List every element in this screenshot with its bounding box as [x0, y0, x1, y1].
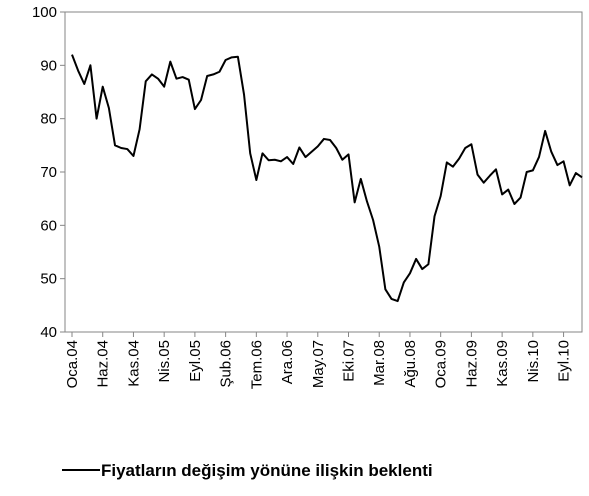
x-tick-label: Eyl.05: [187, 340, 204, 382]
x-tick-label: Ara.06: [279, 340, 296, 384]
x-tick-label: Eki.07: [341, 340, 358, 382]
x-tick-label: May.07: [310, 340, 327, 388]
x-tick-label: Oca.04: [64, 340, 81, 388]
y-tick-label: 50: [40, 271, 57, 288]
x-tick-label: Mar.08: [371, 340, 388, 386]
x-tick-label: Kas.09: [494, 340, 511, 387]
y-tick-label: 80: [40, 111, 57, 128]
x-tick-label: Kas.04: [125, 340, 142, 387]
x-tick-label: Nis.10: [525, 340, 542, 383]
x-tick-label: Haz.04: [95, 340, 112, 388]
x-tick-label: Eyl.10: [556, 340, 573, 382]
legend-label: Fiyatların değişim yönüne ilişkin beklen…: [101, 461, 433, 480]
y-tick-label: 100: [32, 4, 57, 21]
x-tick-label: Tem.06: [248, 340, 265, 389]
y-tick-label: 60: [40, 217, 57, 234]
x-tick-label: Şub.06: [218, 340, 235, 388]
data-line: [71, 54, 583, 303]
x-tick-label: Ağu.08: [402, 340, 419, 388]
y-tick-label: 40: [40, 324, 57, 341]
x-tick-label: Haz.09: [463, 340, 480, 388]
y-tick-label: 90: [40, 57, 57, 74]
x-tick-label: Oca.09: [433, 340, 450, 388]
y-tick-label: 70: [40, 164, 57, 181]
plot-frame: [64, 11, 583, 333]
x-tick-label: Nis.05: [156, 340, 173, 383]
